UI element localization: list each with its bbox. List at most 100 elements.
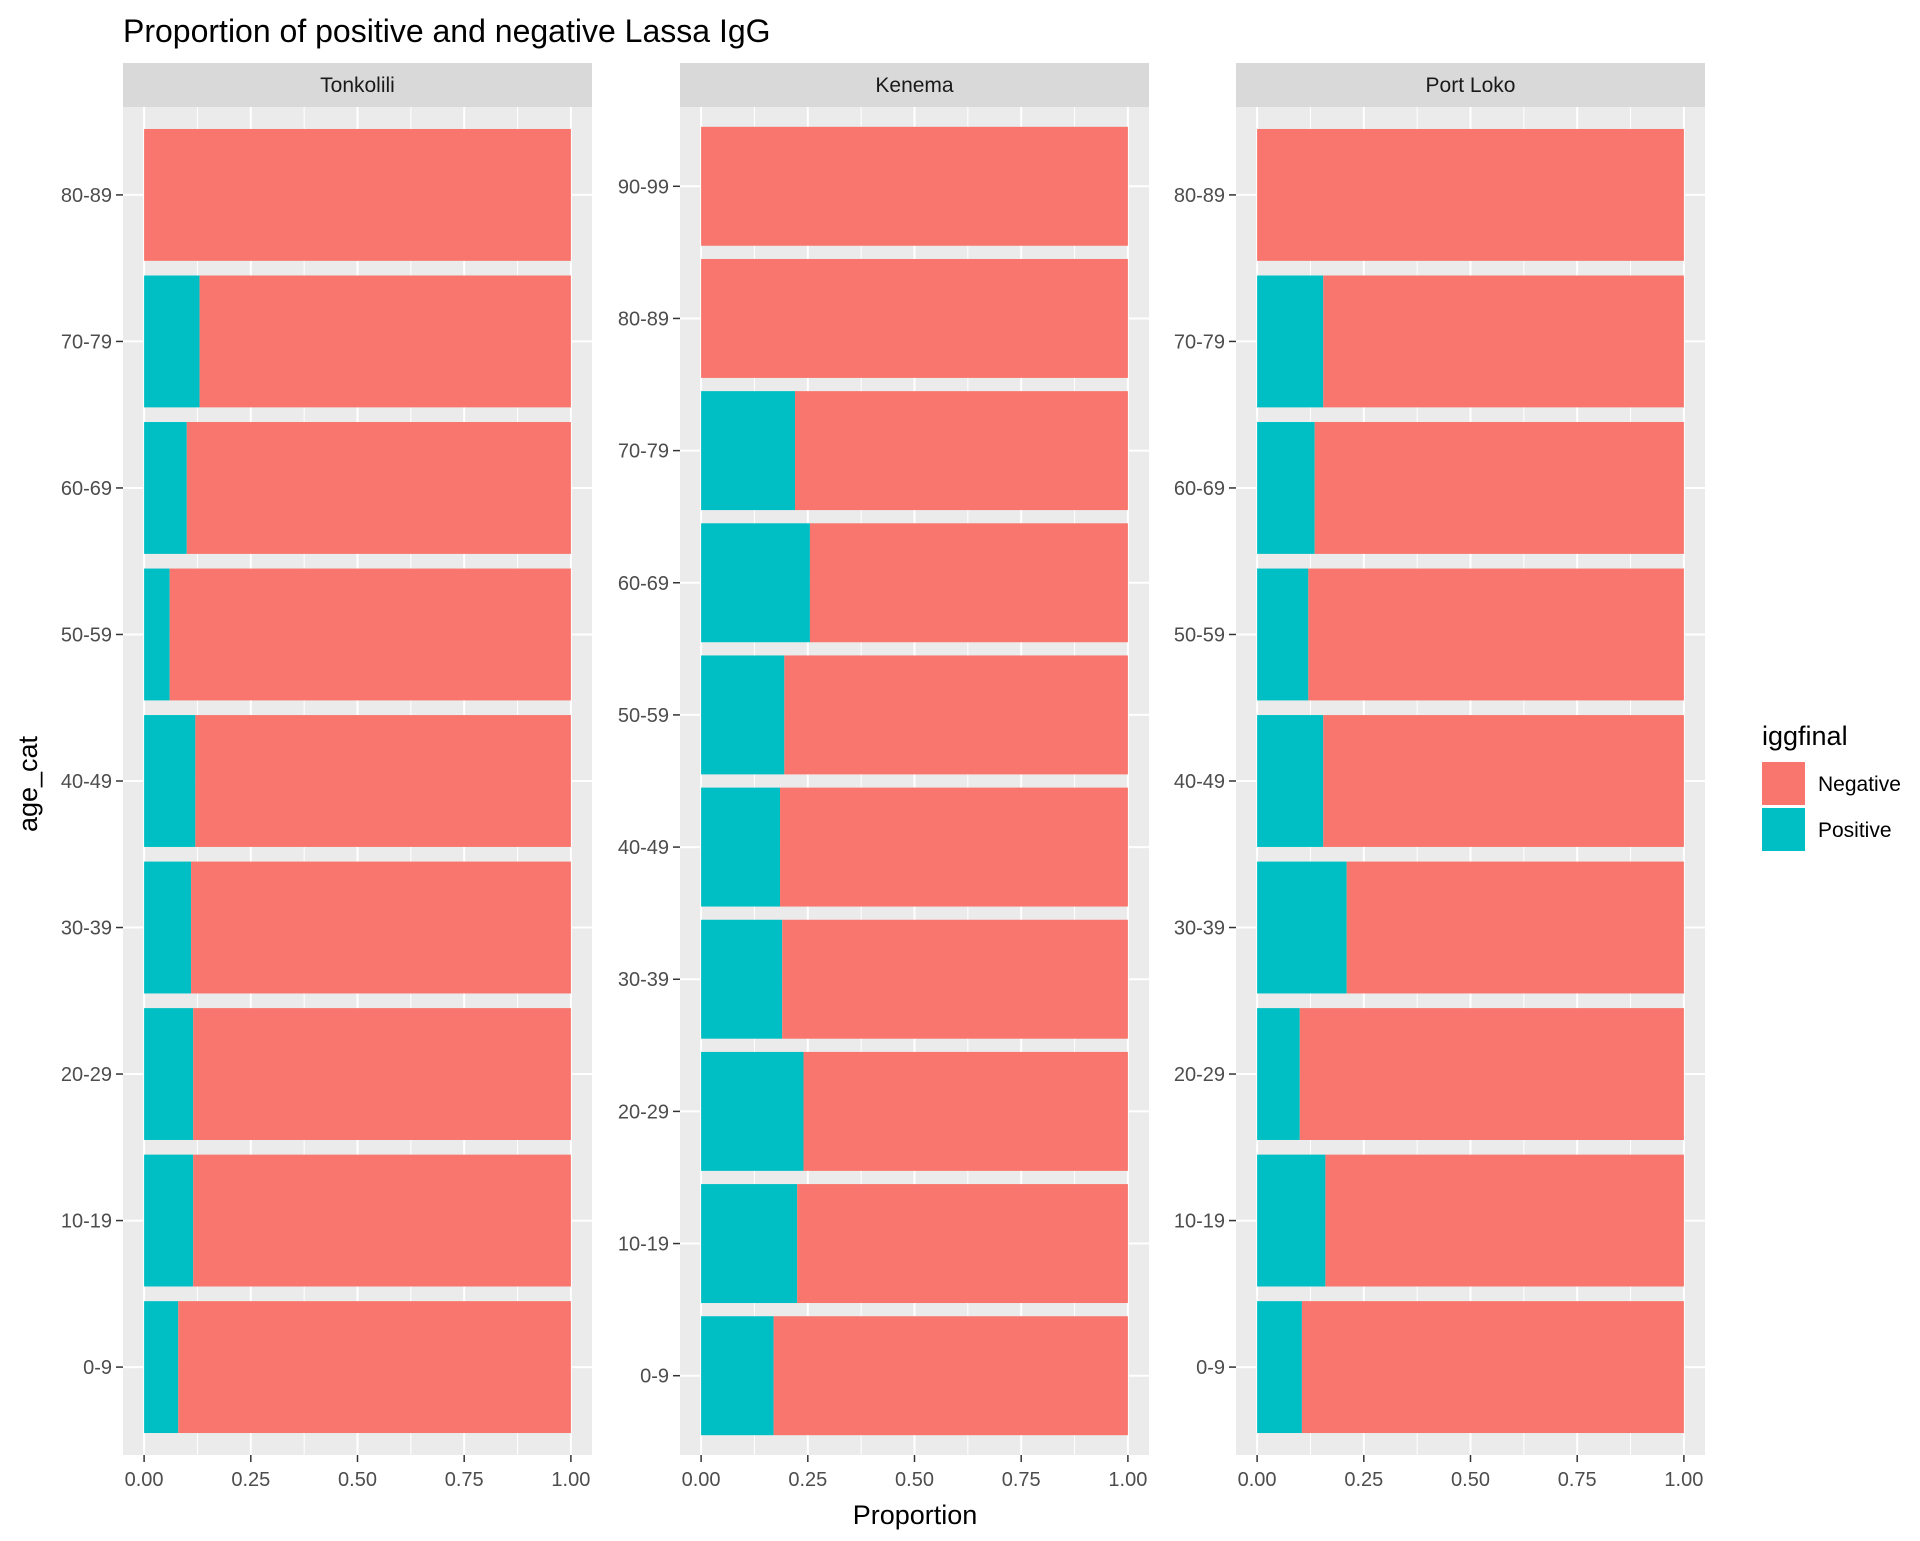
y-tick-label-port-loko-60-69: 60-69 (1174, 478, 1225, 500)
legend-label-positive: Positive (1818, 819, 1892, 842)
bar-kenema-40-49-negative (780, 787, 1128, 907)
bar-tonkolili-10-19-negative (193, 1154, 571, 1287)
x-tick-label-port-loko-1.00: 1.00 (1664, 1469, 1703, 1491)
bar-port-loko-40-49-negative (1323, 715, 1684, 847)
bar-port-loko-10-19-positive (1257, 1154, 1326, 1287)
bar-kenema-20-29-negative (803, 1051, 1128, 1171)
y-tick-label-port-loko-50-59: 50-59 (1174, 624, 1225, 646)
facet-label-port-loko: Port Loko (1426, 74, 1516, 97)
bar-kenema-10-19-positive (701, 1184, 798, 1304)
bar-kenema-30-39-positive (701, 919, 783, 1039)
bar-kenema-30-39-negative (782, 919, 1128, 1039)
legend-label-negative: Negative (1818, 773, 1901, 796)
y-tick-label-tonkolili-80-89: 80-89 (61, 185, 112, 207)
bar-tonkolili-20-29-positive (144, 1008, 194, 1140)
y-tick-label-kenema-0-9: 0-9 (640, 1366, 669, 1388)
x-tick-label-tonkolili-0.00: 0.00 (125, 1469, 164, 1491)
bar-kenema-40-49-positive (701, 787, 781, 907)
bar-kenema-60-69-negative (809, 523, 1128, 643)
x-tick-label-kenema-0.50: 0.50 (895, 1469, 934, 1491)
y-tick-label-kenema-60-69: 60-69 (618, 573, 669, 595)
bar-tonkolili-20-29-negative (193, 1008, 571, 1140)
bar-kenema-50-59-positive (701, 655, 785, 775)
bar-kenema-70-79-negative (794, 391, 1128, 511)
y-tick-label-kenema-50-59: 50-59 (618, 705, 669, 727)
y-tick-label-kenema-20-29: 20-29 (618, 1101, 669, 1123)
facet-strip-port-loko (1236, 63, 1705, 107)
bar-kenema-20-29-positive (701, 1051, 804, 1171)
y-tick-label-tonkolili-60-69: 60-69 (61, 478, 112, 500)
y-tick-label-port-loko-0-9: 0-9 (1196, 1357, 1225, 1379)
bar-port-loko-50-59-positive (1257, 568, 1309, 701)
y-tick-label-kenema-30-39: 30-39 (618, 969, 669, 991)
bar-kenema-50-59-negative (784, 655, 1128, 775)
y-tick-label-port-loko-80-89: 80-89 (1174, 185, 1225, 207)
bar-kenema-80-89-negative (701, 258, 1128, 378)
facet-strip-tonkolili (123, 63, 592, 107)
legend-key-negative (1762, 762, 1805, 805)
bar-tonkolili-40-49-positive (144, 715, 196, 847)
x-axis-title: Proportion (853, 1500, 978, 1530)
bar-tonkolili-70-79-positive (144, 275, 200, 408)
bar-port-loko-20-29-negative (1299, 1008, 1684, 1140)
bar-tonkolili-30-39-positive (144, 861, 192, 994)
facet-label-kenema: Kenema (875, 74, 954, 97)
x-tick-label-kenema-0.00: 0.00 (682, 1469, 721, 1491)
y-tick-label-kenema-90-99: 90-99 (618, 176, 669, 198)
bar-tonkolili-70-79-negative (199, 275, 571, 408)
bar-tonkolili-60-69-negative (186, 422, 571, 554)
bar-port-loko-20-29-positive (1257, 1008, 1300, 1140)
bar-port-loko-30-39-negative (1346, 861, 1684, 994)
bar-port-loko-50-59-negative (1308, 568, 1684, 701)
x-tick-label-tonkolili-0.50: 0.50 (338, 1469, 377, 1491)
chart-title: Proportion of positive and negative Lass… (123, 13, 771, 49)
x-tick-label-tonkolili-0.25: 0.25 (231, 1469, 270, 1491)
bar-port-loko-30-39-positive (1257, 861, 1347, 994)
bar-tonkolili-50-59-negative (169, 568, 571, 701)
x-tick-label-kenema-1.00: 1.00 (1108, 1469, 1147, 1491)
y-tick-label-port-loko-30-39: 30-39 (1174, 918, 1225, 940)
bar-port-loko-60-69-positive (1257, 422, 1315, 554)
bar-port-loko-60-69-negative (1314, 422, 1684, 554)
bar-tonkolili-80-89-negative (144, 128, 571, 261)
bar-tonkolili-60-69-positive (144, 422, 187, 554)
y-tick-label-tonkolili-30-39: 30-39 (61, 918, 112, 940)
bar-tonkolili-30-39-negative (191, 861, 571, 994)
y-tick-label-kenema-70-79: 70-79 (618, 441, 669, 463)
bar-kenema-0-9-negative (773, 1316, 1128, 1436)
bar-port-loko-80-89-negative (1257, 128, 1684, 261)
bar-port-loko-70-79-negative (1323, 275, 1684, 408)
x-tick-label-kenema-0.25: 0.25 (788, 1469, 827, 1491)
x-tick-label-tonkolili-0.75: 0.75 (445, 1469, 484, 1491)
y-tick-label-port-loko-10-19: 10-19 (1174, 1211, 1225, 1233)
y-tick-label-kenema-80-89: 80-89 (618, 308, 669, 330)
bar-tonkolili-0-9-negative (178, 1301, 571, 1434)
y-tick-label-tonkolili-70-79: 70-79 (61, 331, 112, 353)
bar-port-loko-10-19-negative (1325, 1154, 1684, 1287)
bar-port-loko-0-9-negative (1301, 1301, 1684, 1434)
facet-label-tonkolili: Tonkolili (320, 74, 395, 97)
y-tick-label-tonkolili-40-49: 40-49 (61, 771, 112, 793)
bar-port-loko-0-9-positive (1257, 1301, 1302, 1434)
y-tick-label-tonkolili-50-59: 50-59 (61, 624, 112, 646)
y-tick-label-port-loko-70-79: 70-79 (1174, 331, 1225, 353)
bar-kenema-90-99-negative (701, 126, 1128, 246)
bar-port-loko-40-49-positive (1257, 715, 1324, 847)
y-tick-label-tonkolili-10-19: 10-19 (61, 1211, 112, 1233)
bar-tonkolili-0-9-positive (144, 1301, 179, 1434)
x-tick-label-port-loko-0.75: 0.75 (1558, 1469, 1597, 1491)
x-tick-label-port-loko-0.25: 0.25 (1344, 1469, 1383, 1491)
y-tick-label-kenema-40-49: 40-49 (618, 837, 669, 859)
bar-kenema-0-9-positive (701, 1316, 774, 1436)
y-tick-label-tonkolili-0-9: 0-9 (83, 1357, 112, 1379)
legend-title: iggfinal (1762, 721, 1848, 751)
bar-port-loko-70-79-positive (1257, 275, 1324, 408)
y-axis-title: age_cat (13, 735, 43, 832)
x-tick-label-port-loko-0.50: 0.50 (1451, 1469, 1490, 1491)
x-tick-label-tonkolili-1.00: 1.00 (551, 1469, 590, 1491)
legend-key-positive (1762, 808, 1805, 851)
x-tick-label-port-loko-0.00: 0.00 (1238, 1469, 1277, 1491)
y-tick-label-port-loko-40-49: 40-49 (1174, 771, 1225, 793)
